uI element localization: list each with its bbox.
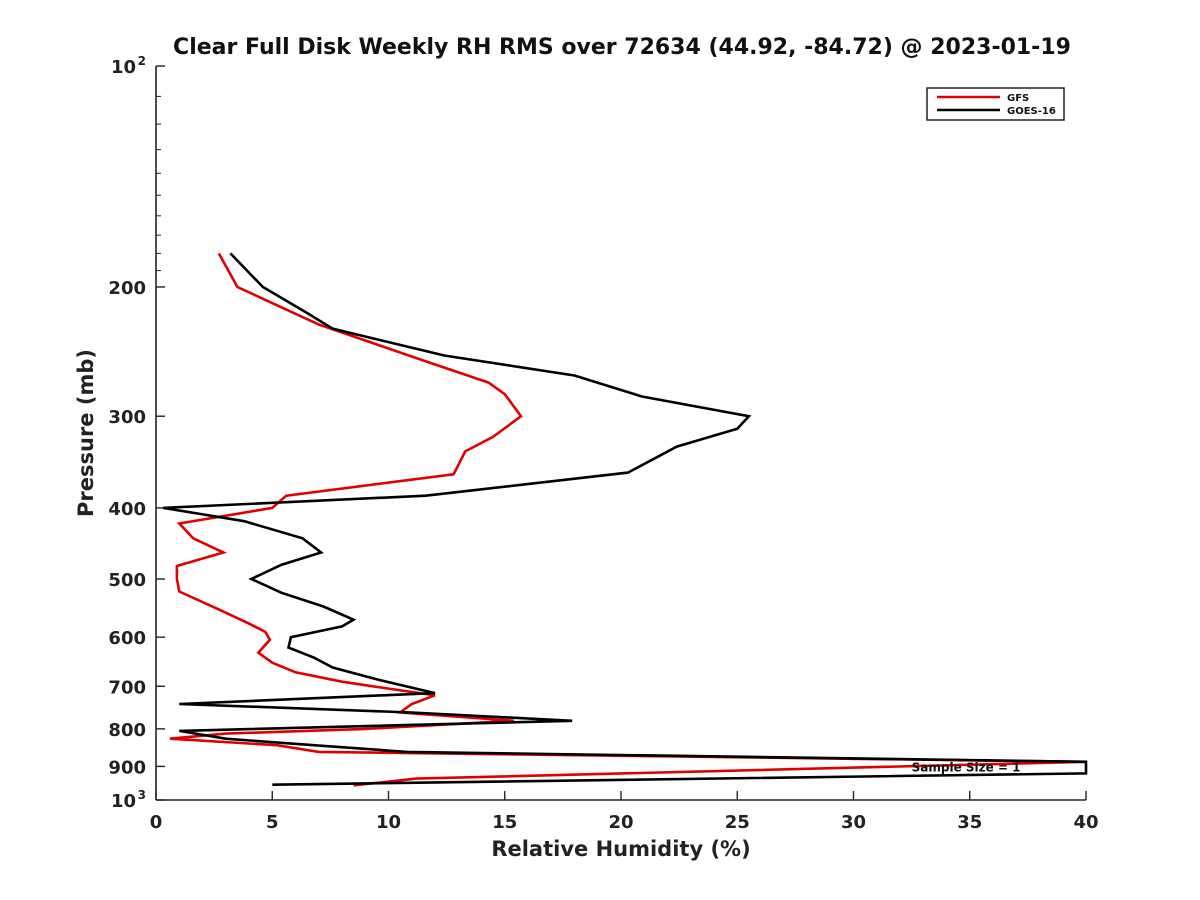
x-tick-label: 10	[376, 812, 401, 833]
sample-size-annotation: Sample Size = 1	[912, 760, 1021, 774]
x-tick-label: 5	[266, 812, 279, 833]
y-tick-label: 10	[111, 57, 136, 78]
y-tick-label: 800	[108, 720, 146, 741]
series-line-gfs	[169, 252, 1087, 787]
legend-label-gfs: GFS	[1007, 93, 1029, 104]
y-tick-label: 500	[108, 570, 146, 591]
y-tick-label: 600	[108, 628, 146, 649]
y-tick-label: 300	[108, 407, 146, 428]
x-tick-label: 15	[492, 812, 517, 833]
legend-box	[926, 87, 1065, 121]
x-tick-label: 35	[957, 812, 982, 833]
y-tick-label-exponent: 3	[138, 788, 146, 802]
y-tick-label: 10	[111, 791, 136, 812]
y-tick-label: 200	[108, 278, 146, 299]
legend: GFS GOES-16	[926, 87, 1065, 121]
x-tick-label: 25	[725, 812, 750, 833]
x-tick-label: 30	[841, 812, 866, 833]
x-axis-label: Relative Humidity (%)	[491, 837, 750, 861]
y-axis-label: Pressure (mb)	[74, 349, 98, 517]
x-tick-label: 20	[608, 812, 633, 833]
chart-title: Clear Full Disk Weekly RH RMS over 72634…	[173, 35, 1071, 60]
y-tick-label-exponent: 2	[138, 54, 146, 68]
y-tick-label: 400	[108, 499, 146, 520]
legend-label-goes16: GOES-16	[1007, 106, 1056, 117]
y-tick-label: 900	[108, 757, 146, 778]
series-line-goes16	[162, 252, 1088, 786]
x-tick-label: 40	[1073, 812, 1098, 833]
y-tick-label: 700	[108, 677, 146, 698]
x-tick-label: 0	[150, 812, 163, 833]
